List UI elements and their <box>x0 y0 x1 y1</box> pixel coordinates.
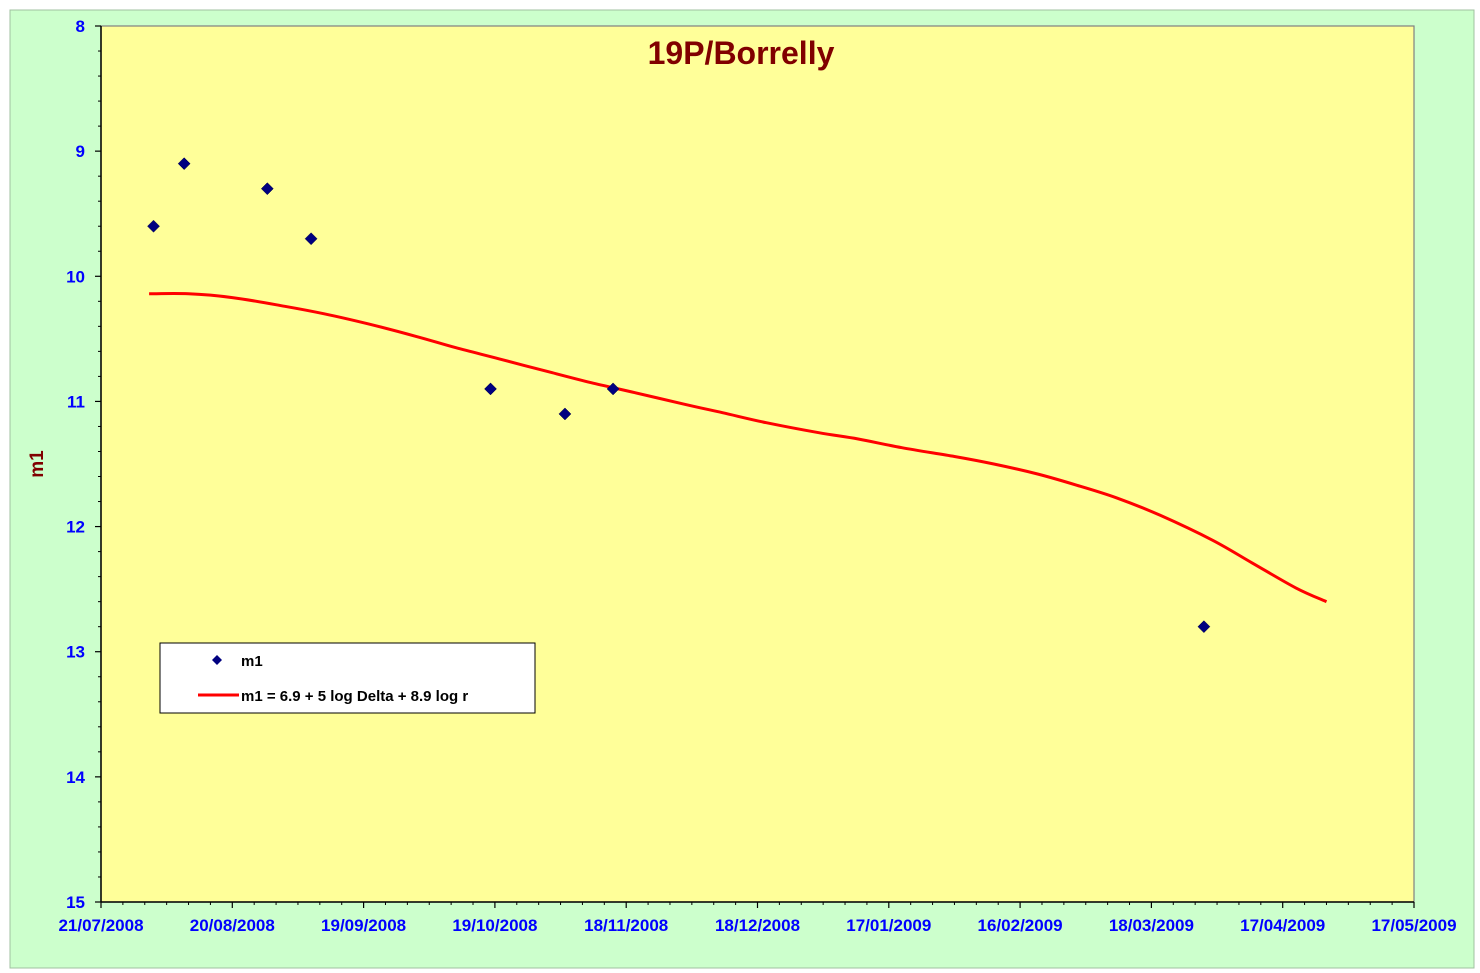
data-point-m1 <box>304 232 318 246</box>
fit-line <box>149 292 1328 604</box>
legend: m1 m1 = 6.9 + 5 log Delta + 8.9 log r <box>159 642 536 714</box>
fit-line-series <box>149 292 1328 604</box>
x-tick-label: 21/07/2008 <box>58 916 143 935</box>
x-tick-label: 17/01/2009 <box>846 916 931 935</box>
chart-title: 19P/Borrelly <box>648 35 835 71</box>
data-point-m1 <box>147 219 160 233</box>
y-tick-label: 11 <box>67 392 85 411</box>
y-tick-label: 12 <box>66 518 85 537</box>
x-tick-label: 19/09/2008 <box>321 916 406 935</box>
x-tick-label: 17/04/2009 <box>1240 916 1325 935</box>
y-tick-label: 10 <box>66 267 85 286</box>
legend-label-fit: m1 = 6.9 + 5 log Delta + 8.9 log r <box>241 688 468 705</box>
y-tick-label: 9 <box>76 142 85 161</box>
x-tick-label: 19/10/2008 <box>452 916 537 935</box>
x-tick-label: 18/12/2008 <box>715 916 800 935</box>
y-axis-label: m1 <box>27 450 48 478</box>
x-axis: 21/07/2008 20/08/2008 19/09/2008 19/10/2008… <box>58 901 1457 935</box>
x-tick-label: 16/02/2009 <box>978 916 1063 935</box>
data-point-m1 <box>606 382 620 396</box>
data-point-m1 <box>260 182 274 196</box>
y-tick-label: 8 <box>76 17 85 36</box>
legend-label-m1: m1 <box>241 653 263 670</box>
scatter-series <box>147 157 1211 634</box>
x-tick-label: 18/03/2009 <box>1109 916 1194 935</box>
legend-marker-m1 <box>212 655 222 665</box>
y-axis: 8 9 10 11 12 13 14 15 <box>66 17 102 912</box>
legend-box <box>159 642 536 714</box>
y-tick-label: 15 <box>66 893 85 912</box>
data-point-m1 <box>1197 620 1211 634</box>
x-tick-label: 17/05/2009 <box>1371 916 1456 935</box>
data-point-m1 <box>484 382 497 396</box>
data-point-m1 <box>558 407 572 421</box>
data-point-m1 <box>177 157 191 171</box>
plot-area <box>100 25 1415 903</box>
y-tick-label: 13 <box>66 643 85 662</box>
y-tick-label: 14 <box>66 768 85 787</box>
x-tick-label: 20/08/2008 <box>190 916 275 935</box>
x-tick-label: 18/11/2008 <box>584 916 668 935</box>
